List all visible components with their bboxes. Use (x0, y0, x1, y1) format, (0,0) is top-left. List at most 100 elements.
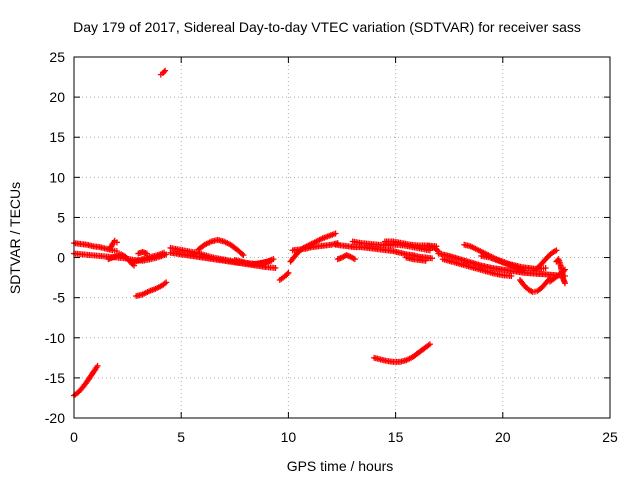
data-segment (135, 248, 150, 257)
y-tick-label: -10 (45, 330, 65, 346)
y-tick-label: 15 (49, 129, 65, 145)
data-trail (304, 244, 314, 252)
data-trail (557, 264, 566, 280)
data-segment (332, 241, 436, 262)
data-trail (228, 242, 239, 252)
data-trail (385, 247, 395, 254)
data-trail (484, 268, 496, 277)
data-trail (160, 280, 168, 288)
data-trail (169, 245, 181, 253)
data-trail (154, 283, 164, 292)
data-trail (411, 252, 421, 260)
data-trail (297, 245, 307, 253)
data-segment (553, 256, 568, 287)
data-trail (265, 264, 277, 271)
y-axis-label: SDTVAR / TECUs (7, 182, 23, 294)
data-trail (85, 242, 95, 249)
data-trail (548, 276, 556, 284)
data-trail (480, 253, 492, 261)
data-trail (372, 355, 382, 363)
data-trail (383, 238, 395, 245)
data-trail (110, 239, 117, 246)
data-trail (340, 242, 350, 250)
data-trail (308, 239, 318, 247)
data-trail (233, 257, 243, 265)
data-points (71, 67, 568, 399)
data-trail (222, 239, 232, 247)
data-segment (276, 269, 292, 284)
data-trail (462, 242, 473, 249)
data-trail (505, 261, 518, 270)
y-tick-label: -15 (45, 370, 65, 386)
data-trail (115, 251, 123, 259)
data-trail (404, 254, 415, 262)
data-trail (552, 273, 561, 281)
data-trail (141, 249, 149, 257)
data-trail (136, 255, 147, 264)
data-trail (72, 240, 82, 247)
data-trail (111, 247, 118, 254)
data-trail (437, 250, 451, 259)
data-trail (284, 271, 291, 278)
data-trail (392, 358, 402, 365)
data-trail (220, 256, 232, 264)
data-trail (533, 264, 541, 273)
data-trail (543, 276, 552, 286)
data-trail (560, 276, 568, 285)
data-trail (475, 247, 485, 255)
x-tick-label: 15 (388, 429, 404, 445)
data-trail (143, 254, 153, 261)
data-trail (533, 270, 548, 278)
data-trail (317, 242, 327, 250)
data-trail (501, 272, 513, 279)
data-segment (435, 250, 568, 280)
data-trail (203, 239, 213, 247)
data-segment (71, 240, 120, 255)
data-trail (278, 275, 285, 282)
data-trail (404, 251, 415, 258)
data-trail (212, 254, 224, 262)
data-trail (385, 241, 397, 249)
data-trail (432, 245, 441, 254)
data-trail (93, 364, 100, 371)
data-trail (458, 261, 470, 269)
data-trail (535, 286, 543, 294)
data-trail (235, 247, 246, 258)
data-trail (194, 250, 207, 258)
data-segment (531, 247, 560, 274)
data-trail (441, 256, 453, 265)
data-trail (447, 253, 462, 262)
data-segment (439, 256, 515, 280)
y-tick-label: 0 (57, 250, 65, 266)
data-trail (372, 245, 382, 253)
data-trail (531, 288, 538, 295)
data-trail (379, 356, 389, 364)
y-tick-label: 20 (49, 89, 65, 105)
data-trail (108, 242, 115, 250)
data-trail (161, 68, 168, 75)
data-trail (556, 257, 564, 267)
data-trail (404, 354, 415, 363)
data-trail (314, 236, 325, 244)
y-tick-label: -5 (53, 290, 66, 306)
data-trail (518, 278, 527, 288)
data-trail (544, 271, 558, 279)
data-trail (514, 264, 526, 273)
data-trail (522, 283, 531, 292)
data-trail (79, 241, 89, 248)
data-point (162, 67, 169, 74)
data-trail (186, 248, 198, 256)
data-trail (353, 244, 363, 251)
data-trail (347, 243, 357, 250)
data-trail (550, 248, 558, 255)
data-trail (147, 286, 157, 294)
data-segment (133, 279, 170, 300)
data-trail (104, 246, 114, 253)
data-trail (490, 265, 505, 273)
x-axis-label: GPS time / hours (287, 458, 394, 474)
data-trail (417, 253, 428, 261)
x-tick-label: 25 (602, 429, 618, 445)
data-trail (252, 260, 262, 267)
data-trail (527, 265, 537, 272)
